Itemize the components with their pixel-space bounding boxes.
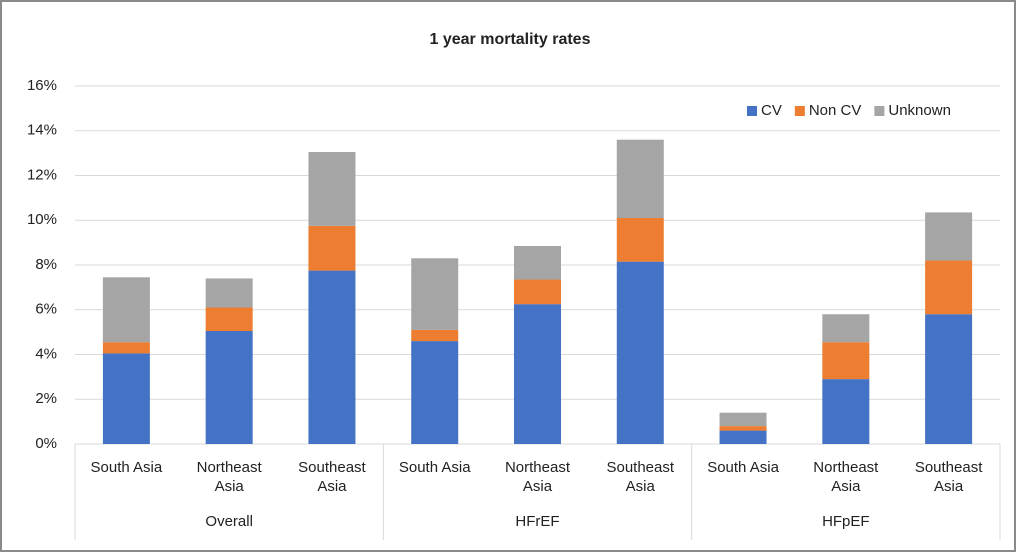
x-tick-label: South Asia [398, 459, 471, 476]
bar-segment [514, 279, 561, 305]
bar-segment [719, 426, 767, 431]
x-tick-label: Northeast Asia [504, 459, 571, 495]
bar-segment [616, 218, 664, 262]
bar-segment [822, 342, 870, 380]
bar-segment [205, 278, 253, 308]
x-tick-label: Southeast Asia [606, 459, 675, 495]
bar-segment [925, 314, 973, 444]
y-tick-label: 12% [27, 166, 57, 183]
bar-segment [925, 260, 973, 315]
bar-segment [616, 139, 664, 219]
group-label: Overall [205, 513, 253, 530]
bar-segment [102, 353, 150, 444]
x-tick-label: Southeast Asia [914, 459, 983, 495]
bar-segment [308, 270, 356, 444]
y-tick-label: 0% [35, 435, 57, 452]
x-tick-label: South Asia [90, 459, 163, 476]
y-tick-label: 4% [35, 345, 57, 362]
bar-segment [411, 329, 459, 342]
y-tick-label: 14% [27, 122, 57, 139]
bar-segment [102, 342, 150, 354]
group-label: HFrEF [515, 513, 560, 530]
y-tick-label: 2% [35, 390, 57, 407]
x-tick-label: Southeast Asia [298, 459, 366, 495]
bar-segment [514, 245, 561, 280]
legend-swatch [747, 106, 757, 116]
x-tick-label: Northeast Asia [813, 459, 879, 495]
y-tick-label: 10% [27, 211, 57, 228]
bar-segment [308, 225, 356, 271]
bar-segment [205, 307, 253, 332]
y-tick-label: 8% [35, 256, 57, 273]
legend-label: Non CV [809, 102, 862, 119]
legend-swatch [794, 106, 805, 116]
bar-segment [308, 152, 356, 226]
bar-segment [514, 304, 561, 444]
legend-swatch [874, 106, 885, 116]
bar-segment [411, 258, 459, 330]
bar-segment [719, 412, 767, 427]
x-tick-label: Northeast Asia [196, 459, 262, 495]
bar-segment [719, 430, 767, 444]
bar-segment [616, 261, 664, 444]
x-tick-label: South Asia [707, 459, 779, 476]
bar-segment [822, 379, 870, 444]
group-label: HFpEF [822, 513, 870, 530]
legend-label: CV [761, 102, 782, 119]
bar-segment [205, 331, 253, 444]
bar-segment [925, 212, 973, 261]
chart-title: 1 year mortality rates [430, 31, 591, 48]
bar-segment [411, 341, 459, 444]
y-tick-label: 6% [35, 301, 57, 318]
bar-segment [102, 277, 150, 343]
legend-label: Unknown [888, 102, 951, 119]
y-tick-label: 16% [27, 77, 57, 94]
bar-segment [822, 314, 870, 343]
